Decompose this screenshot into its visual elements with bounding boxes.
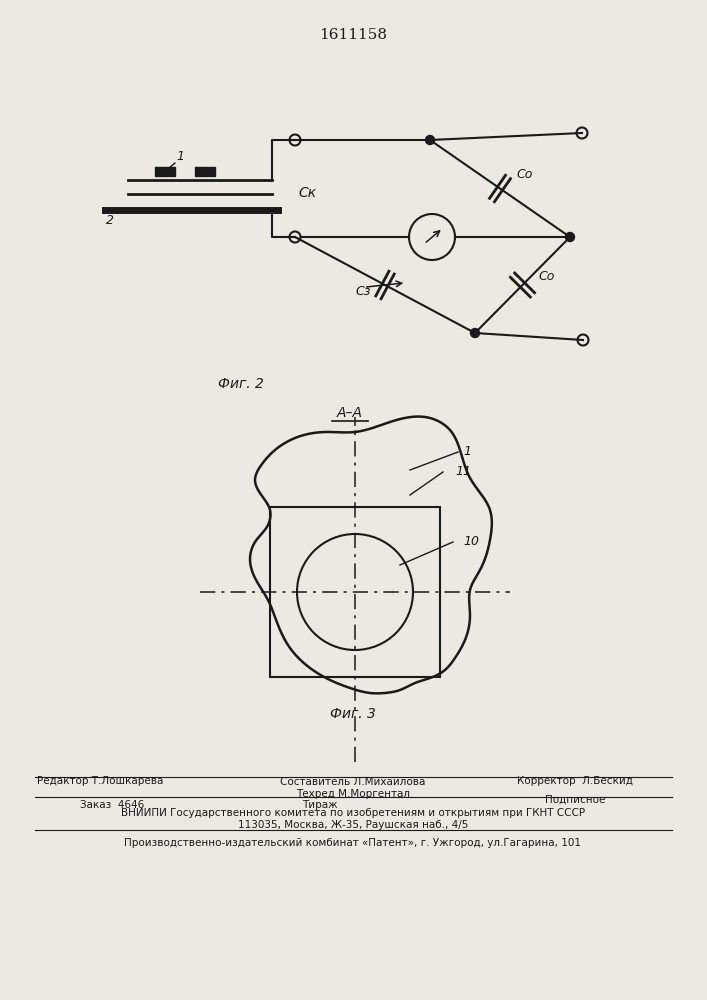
Text: Cо: Cо [516,168,532,182]
Text: 1611158: 1611158 [319,28,387,42]
Text: 1: 1 [176,150,184,163]
Text: 1: 1 [463,445,471,458]
Circle shape [470,328,479,338]
Text: Cк: Cк [298,186,316,200]
Text: 10: 10 [463,535,479,548]
Text: Фиг. 2: Фиг. 2 [218,377,264,391]
Text: Фиг. 3: Фиг. 3 [330,707,376,721]
Text: 11: 11 [455,465,471,478]
Circle shape [566,232,575,241]
Text: Производственно-издательский комбинат «Патент», г. Ужгород, ул.Гагарина, 101: Производственно-издательский комбинат «П… [124,838,581,848]
Text: ВНИИПИ Государственного комитета по изобретениям и открытиям при ГКНТ СССР: ВНИИПИ Государственного комитета по изоб… [121,808,585,818]
Text: Техред М.Моргентал: Техред М.Моргентал [296,789,410,799]
Text: Заказ  4646: Заказ 4646 [80,800,144,810]
Bar [270,507,440,677]
Text: Cо: Cо [539,270,555,283]
Text: Редактор Т.Лошкарева: Редактор Т.Лошкарева [37,776,163,786]
Text: Подписное: Подписное [545,795,605,805]
Text: 2: 2 [106,214,114,227]
Text: 113035, Москва, Ж-35, Раушская наб., 4/5: 113035, Москва, Ж-35, Раушская наб., 4/5 [238,820,468,830]
Text: Cз: Cз [355,285,370,298]
Bar [195,167,215,176]
Text: A–A: A–A [337,406,363,420]
Text: Корректор  Л.Бескид: Корректор Л.Бескид [517,776,633,786]
Bar [155,167,175,176]
Text: Тираж: Тираж [302,800,338,810]
Text: Составитель Л.Михайлова: Составитель Л.Михайлова [280,777,426,787]
Circle shape [426,135,435,144]
